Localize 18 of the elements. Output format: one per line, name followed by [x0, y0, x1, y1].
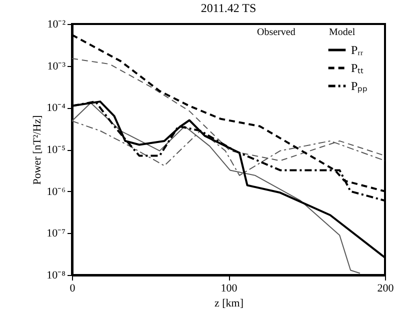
x-tick-label: 200	[377, 282, 394, 294]
y-tick-label: 10⁻²	[47, 18, 66, 30]
legend-label: Pₚₚ	[351, 79, 368, 93]
y-tick-label: 10⁻⁸	[46, 270, 66, 282]
y-tick-label: 10⁻⁷	[46, 228, 66, 240]
x-tick-label: 0	[70, 282, 76, 294]
y-tick-label: 10⁻⁶	[46, 186, 66, 198]
y-axis-title: Power [nT²/Hz]	[32, 115, 44, 185]
y-tick-label: 10⁻⁴	[46, 102, 66, 114]
legend-label: Pᵣᵣ	[351, 43, 364, 57]
legend-label: Pₜₜ	[351, 61, 364, 75]
x-axis-title: z [km]	[214, 298, 244, 310]
chart-title: 2011.42 TS	[200, 1, 256, 15]
annotation: Observed	[257, 27, 296, 38]
annotation: Model	[329, 27, 356, 38]
y-tick-label: 10⁻⁵	[46, 144, 66, 156]
x-tick-label: 100	[220, 282, 238, 294]
y-tick-label: 10⁻³	[47, 60, 66, 72]
